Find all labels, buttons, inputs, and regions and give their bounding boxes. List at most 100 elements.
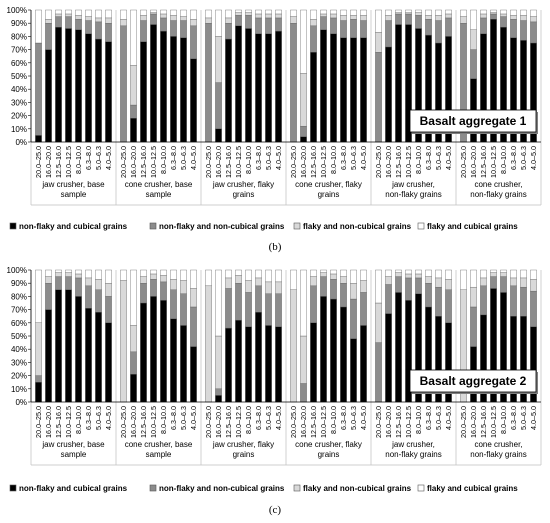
bar-segment [290,16,297,24]
bar-segment [510,19,517,38]
x-tick-label: 8.0–10.0 [414,406,423,434]
x-tick-label: 6.3–8.0 [339,406,348,430]
bar-segment [245,15,252,29]
bar-segment [140,9,147,16]
bar-segment [360,292,367,326]
bar-segment [435,20,442,44]
bar-segment [45,49,52,143]
group-label-line: non-flaky grains [385,190,441,199]
bar-segment [215,388,222,396]
group-label: cone crusher, non-flaky grains [470,440,526,459]
x-tick-label: 16.0–20.0 [214,146,223,178]
bar-segment [300,73,307,127]
bar-segment [340,9,347,16]
bar-segment [435,277,442,288]
x-tick-label: 12.5–16.0 [224,146,233,178]
bar-segment [225,288,232,329]
y-tick-label: 70% [11,306,27,315]
y-tick-label: 10% [11,385,27,394]
x-tick-label: 12.5–16.0 [479,146,488,178]
bar-segment [45,276,52,284]
x-tick-label: 5.0–6.3 [94,146,103,170]
x-tick-label: 6.3–8.0 [84,406,93,430]
bar-segment [490,9,497,13]
bar-segment [150,269,157,275]
bar-segment [290,23,297,143]
bar-segment [170,20,177,37]
group-label: jaw crusher, base sample [41,440,105,459]
x-tick-label: 6.3–8.0 [84,146,93,170]
bar-segment [510,277,517,287]
bar-segment [520,9,527,16]
bar-segment [85,308,92,403]
y-tick-label: 50% [11,72,27,81]
bar-segment [35,375,42,383]
legend-label: flaky and non-cubical grains [303,222,412,231]
bar-segment [130,9,137,66]
bar-segment [85,9,92,17]
legend-swatch [9,484,17,492]
bar-segment [75,29,82,143]
legend-label: flaky and non-cubical grains [303,484,412,493]
bar-segment [405,277,412,301]
bar-segment [405,13,412,25]
legend-label: non-flaky and non-cubical grains [159,222,285,231]
x-tick-label: 6.3–8.0 [424,146,433,170]
sample-label-box [409,109,537,133]
bar-segment [65,272,72,277]
bar-segment [520,286,527,317]
bar-segment [490,272,497,277]
bar-segment [180,20,187,38]
group-label-line: grains [318,190,340,199]
bar-segment [190,9,197,20]
bar-segment [225,9,232,19]
bar-segment [350,15,357,20]
bar-segment [105,269,112,284]
bar-segment [310,25,317,53]
bar-segment [245,12,252,16]
bar-segment [265,293,272,326]
bar-segment [255,9,262,15]
bar-segment [130,118,137,143]
legend-label: non-flaky and non-cubical grains [159,484,285,493]
bar-segment [415,15,422,29]
bar-segment [150,9,157,13]
x-tick-label: 16.0–20.0 [469,146,478,178]
group-label: jaw crusher, flaky grains [212,180,274,199]
bar-segment [35,9,42,44]
bar-segment [170,36,177,143]
x-tick-label: 12.5–16.0 [139,146,148,178]
bar-segment [140,269,147,277]
x-tick-label: 16.0–20.0 [44,146,53,178]
bar-segment [265,33,272,143]
bar-segment [120,9,127,20]
bar-segment [340,283,347,308]
bar-segment [215,36,222,83]
bar-segment [95,269,102,280]
bar-segment [310,322,317,403]
bar-segment [350,298,357,339]
bar-segment [150,13,157,25]
bar-segment [235,9,242,13]
bar-segment [290,289,297,403]
bar-segment [510,269,517,279]
bar-segment [235,12,242,16]
bar-segment [130,269,137,326]
bar-segment [320,16,327,30]
bar-segment [395,272,402,277]
bar-segment [480,17,487,34]
bar-segment [55,9,62,15]
bar-segment [275,269,282,283]
bar-segment [320,272,327,277]
bar-segment [375,52,382,143]
bar-segment [225,277,232,289]
bar-segment [215,82,222,129]
group-label-line: jaw crusher, flaky [212,180,274,189]
bar-segment [520,15,527,21]
x-tick-label: 8.0–10.0 [499,146,508,174]
bar-segment [350,283,357,300]
bar-segment [255,312,262,403]
bar-segment [480,285,487,316]
bar-segment [425,276,432,284]
bar-segment [320,29,327,143]
